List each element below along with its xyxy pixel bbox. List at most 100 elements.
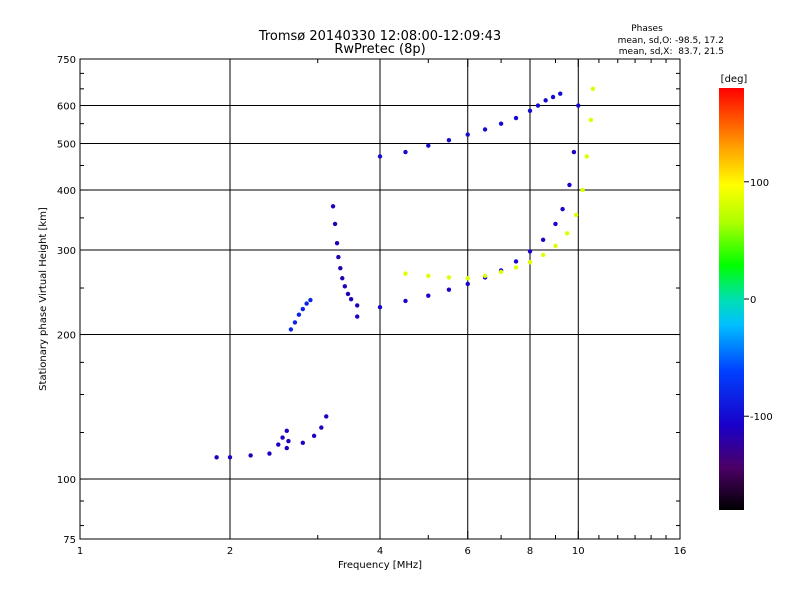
data-point bbox=[336, 254, 341, 260]
data-point bbox=[498, 121, 504, 126]
data-point bbox=[584, 154, 589, 159]
colorbar-tick-label: 100 bbox=[750, 178, 769, 189]
data-point bbox=[465, 132, 470, 137]
data-point bbox=[543, 98, 548, 103]
data-point bbox=[334, 240, 340, 246]
y-tick-label: 750 bbox=[57, 55, 76, 66]
x-tick-label: 1 bbox=[77, 546, 83, 557]
x-tick-label: 10 bbox=[572, 546, 585, 557]
x-tick-label: 6 bbox=[465, 546, 471, 557]
data-point bbox=[354, 314, 360, 319]
data-point bbox=[513, 265, 519, 270]
data-point bbox=[426, 143, 431, 148]
data-point bbox=[446, 275, 452, 280]
data-point bbox=[580, 187, 585, 193]
chart-title: Tromsø 20140330 12:08:00-12:09:43 bbox=[258, 29, 501, 44]
x-tick-label: 4 bbox=[377, 546, 383, 557]
data-points bbox=[214, 86, 596, 460]
y-tick-label: 600 bbox=[57, 102, 76, 113]
x-tick-label: 8 bbox=[527, 546, 533, 557]
x-tick-label: 2 bbox=[227, 546, 233, 557]
data-point bbox=[588, 117, 594, 123]
data-point bbox=[300, 306, 306, 312]
data-point bbox=[535, 103, 541, 108]
data-point bbox=[338, 265, 343, 271]
data-point bbox=[576, 103, 581, 108]
data-point bbox=[308, 297, 313, 303]
grid-lines bbox=[80, 59, 680, 539]
data-point bbox=[573, 212, 579, 218]
data-point bbox=[296, 312, 302, 317]
data-point bbox=[377, 154, 383, 159]
data-point bbox=[403, 271, 408, 276]
data-point bbox=[345, 291, 351, 297]
data-point bbox=[553, 243, 558, 249]
data-point bbox=[426, 273, 431, 279]
chart-subtitle: RwPretec (8p) bbox=[334, 42, 425, 57]
data-point bbox=[267, 451, 272, 456]
data-point bbox=[311, 433, 317, 439]
data-point bbox=[564, 231, 570, 236]
colorbar-label: [deg] bbox=[721, 74, 748, 85]
data-point bbox=[513, 259, 519, 264]
data-point bbox=[284, 445, 289, 451]
y-tick-label: 200 bbox=[57, 331, 76, 342]
data-point bbox=[465, 281, 470, 287]
info-line-x: mean, sd,X: 83.7, 21.5 bbox=[619, 47, 724, 57]
data-point bbox=[426, 293, 431, 298]
data-point bbox=[446, 138, 452, 143]
data-point bbox=[558, 91, 563, 96]
data-point bbox=[527, 108, 533, 113]
data-point bbox=[553, 221, 558, 227]
y-tick-label: 500 bbox=[57, 140, 76, 151]
data-point bbox=[276, 442, 281, 447]
x-axis-label: Frequency [MHz] bbox=[338, 560, 422, 571]
axis-ticks: 1 2 4 6 8 10 16 75 100 200 300 400 500 600 750 bbox=[57, 55, 686, 557]
data-point bbox=[304, 301, 309, 306]
data-point bbox=[342, 284, 348, 289]
y-tick-label: 100 bbox=[57, 475, 76, 486]
data-point bbox=[446, 287, 452, 292]
data-point bbox=[288, 327, 294, 332]
data-point bbox=[227, 455, 233, 460]
data-point bbox=[292, 320, 298, 325]
data-point bbox=[590, 86, 596, 92]
y-axis-label: Stationary phase Virtual Height [km] bbox=[38, 207, 49, 391]
data-point bbox=[248, 453, 253, 458]
data-point bbox=[319, 425, 324, 430]
data-point bbox=[330, 204, 336, 209]
data-point bbox=[550, 94, 556, 100]
data-point bbox=[214, 455, 219, 460]
data-point bbox=[482, 273, 488, 279]
data-point bbox=[286, 438, 291, 444]
data-point bbox=[567, 182, 572, 188]
data-point bbox=[498, 269, 504, 275]
data-point bbox=[571, 149, 577, 155]
data-point bbox=[340, 276, 345, 281]
colorbar-tick-label: -100 bbox=[750, 412, 773, 423]
y-tick-label: 400 bbox=[57, 186, 76, 197]
data-point bbox=[465, 276, 470, 281]
data-point bbox=[527, 249, 533, 254]
data-point bbox=[354, 303, 360, 308]
info-heading: Phases bbox=[631, 24, 663, 34]
data-point bbox=[540, 237, 546, 243]
data-point bbox=[284, 428, 289, 434]
colorbar-tick-label: 0 bbox=[750, 295, 756, 306]
data-point bbox=[300, 440, 306, 445]
y-tick-label: 75 bbox=[63, 535, 76, 546]
data-point bbox=[348, 296, 354, 302]
data-point bbox=[403, 298, 408, 304]
data-point bbox=[560, 206, 565, 212]
data-point bbox=[482, 127, 488, 132]
y-tick-label: 300 bbox=[57, 246, 76, 257]
info-line-o: mean, sd,O: -98.5, 17.2 bbox=[618, 36, 724, 46]
data-point bbox=[403, 149, 408, 155]
colorbar-gradient bbox=[719, 88, 744, 510]
data-point bbox=[324, 414, 329, 419]
colorbar-ticks: 100 0 -100 bbox=[744, 178, 773, 423]
colorbar: [deg] 100 0 -100 bbox=[719, 74, 773, 510]
data-point bbox=[527, 259, 533, 265]
data-point bbox=[540, 252, 546, 258]
